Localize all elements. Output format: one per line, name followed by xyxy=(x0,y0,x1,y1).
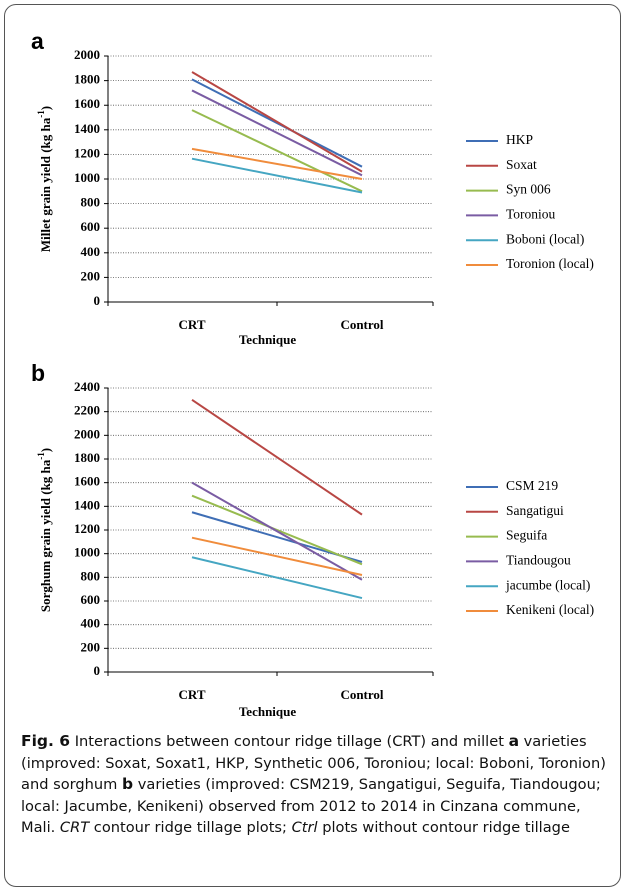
y-tick-label: 400 xyxy=(81,244,101,259)
y-tick-label: 400 xyxy=(81,616,101,631)
caption-text: plots without contour ridge tillage xyxy=(317,819,570,836)
series-line xyxy=(191,71,363,173)
x-axis-label: Technique xyxy=(239,332,297,347)
y-tick-label: 1800 xyxy=(74,72,100,87)
y-tick-label: 0 xyxy=(94,663,101,678)
legend-label: Kenikeni (local) xyxy=(506,602,594,617)
series-line xyxy=(191,109,363,193)
caption-text: varieties (improved: Soxat, Soxat1, HKP,… xyxy=(21,733,606,793)
x-tick-label: Control xyxy=(340,317,383,332)
legend-label: Seguifa xyxy=(506,528,547,543)
y-tick-label: 600 xyxy=(81,219,101,234)
series-line xyxy=(191,536,363,576)
series-line xyxy=(191,399,363,516)
legend-label: Boboni (local) xyxy=(506,231,584,246)
y-axis-label: Sorghum grain yield (kg ha-1) xyxy=(36,448,53,612)
y-tick-label: 2000 xyxy=(74,47,100,62)
legend-label: CSM 219 xyxy=(506,478,558,493)
legend-label: Toronion (local) xyxy=(506,256,594,271)
y-axis-label-part: Millet grain yield (kg ha xyxy=(38,117,53,252)
caption-text: CRT xyxy=(59,819,90,836)
y-axis-label-part: ) xyxy=(38,448,53,452)
y-axis-label-part: ) xyxy=(38,106,53,110)
x-tick-label: CRT xyxy=(179,687,206,702)
series-line xyxy=(191,556,363,600)
y-axis-label-part: Sorghum grain yield (kg ha xyxy=(38,459,53,612)
y-tick-label: 800 xyxy=(81,195,101,210)
y-tick-label: 1200 xyxy=(74,145,100,160)
y-tick-label: 2400 xyxy=(74,379,100,394)
caption-text: contour ridge tillage plots; xyxy=(89,819,292,836)
y-tick-label: 1800 xyxy=(74,450,100,465)
series-line xyxy=(191,147,363,180)
x-tick-label: Control xyxy=(340,687,383,702)
caption-text: Ctrl xyxy=(291,819,318,836)
legend-label: Sangatigui xyxy=(506,503,564,518)
y-tick-label: 200 xyxy=(81,268,101,283)
series-line xyxy=(191,157,363,194)
y-tick-label: 1000 xyxy=(74,170,100,185)
y-tick-label: 0 xyxy=(94,293,101,308)
legend-label: Soxat xyxy=(506,157,537,172)
legend-label: HKP xyxy=(506,132,533,147)
y-tick-label: 1400 xyxy=(74,121,100,136)
y-axis-label: Millet grain yield (kg ha-1) xyxy=(36,106,53,252)
y-tick-label: 600 xyxy=(81,592,101,607)
y-tick-label: 1400 xyxy=(74,497,100,512)
legend-label: Tiandougou xyxy=(506,552,571,567)
panel-label: b xyxy=(31,360,45,386)
caption-text: b xyxy=(122,775,134,793)
x-axis-label: Technique xyxy=(239,704,297,719)
legend-label: Toroniou xyxy=(506,206,556,221)
y-axis-label-part: -1 xyxy=(36,110,46,118)
y-axis-label-part: -1 xyxy=(36,452,46,460)
caption-text: Fig. 6 xyxy=(21,732,71,750)
series-line xyxy=(191,481,363,581)
y-tick-label: 1000 xyxy=(74,545,100,560)
y-tick-label: 2000 xyxy=(74,426,100,441)
y-tick-label: 1600 xyxy=(74,96,100,111)
x-tick-label: CRT xyxy=(179,317,206,332)
caption-text: a xyxy=(508,732,520,750)
caption: Fig. 6 Interactions between contour ridg… xyxy=(21,731,611,839)
y-tick-label: 2200 xyxy=(74,403,100,418)
caption-text: Interactions between contour ridge tilla… xyxy=(70,733,509,750)
caption-text: varieties (improved: CSM219, Sangatigui,… xyxy=(21,776,601,836)
series-line xyxy=(191,78,363,168)
y-tick-label: 1600 xyxy=(74,474,100,489)
y-tick-label: 1200 xyxy=(74,521,100,536)
y-tick-label: 800 xyxy=(81,568,101,583)
legend-label: jacumbe (local) xyxy=(505,577,590,592)
series-line xyxy=(191,494,363,566)
figure: a 0 200 400 600 800 1000 1200 1400 1600 1800 2000 CR… xyxy=(4,4,621,887)
charts: a0200400600800100012001400160018002000CR… xyxy=(31,28,594,719)
y-tick-label: 200 xyxy=(81,639,101,654)
legend-label: Syn 006 xyxy=(506,182,551,197)
series-line xyxy=(191,89,363,177)
panel-label: a xyxy=(31,28,44,54)
